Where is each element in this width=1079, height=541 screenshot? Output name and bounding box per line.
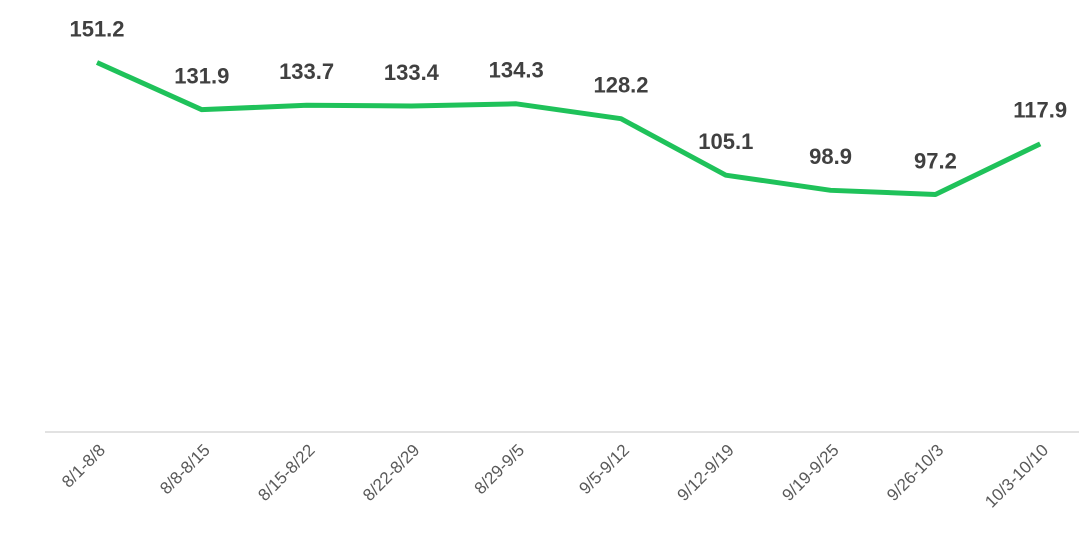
line (95, 60, 1042, 197)
data-label: 117.9 (1013, 98, 1067, 123)
data-label: 151.2 (69, 16, 124, 41)
data-label: 134.3 (489, 58, 544, 83)
data-label: 128.2 (593, 73, 648, 98)
x-tick-label: 8/29-9/5 (471, 441, 529, 499)
data-label: 97.2 (914, 148, 957, 173)
x-tick-label: 9/26-10/3 (883, 441, 947, 505)
x-tick-label: 8/1-8/8 (58, 441, 109, 492)
x-tick-label: 9/12-9/19 (674, 441, 738, 505)
x-tick-label: 9/5-9/12 (575, 441, 633, 499)
data-label: 133.7 (279, 59, 334, 84)
x-tick-label: 9/19-9/25 (778, 441, 842, 505)
x-tick-label: 8/15-8/22 (254, 441, 318, 505)
x-tick-label: 10/3-10/10 (981, 441, 1052, 512)
data-label: 133.4 (384, 60, 440, 85)
x-tick-label: 8/8-8/15 (156, 441, 214, 499)
x-tick-label: 8/22-8/29 (359, 441, 423, 505)
data-label: 105.1 (698, 129, 753, 154)
data-label: 131.9 (174, 63, 229, 88)
data-label: 98.9 (809, 144, 852, 169)
